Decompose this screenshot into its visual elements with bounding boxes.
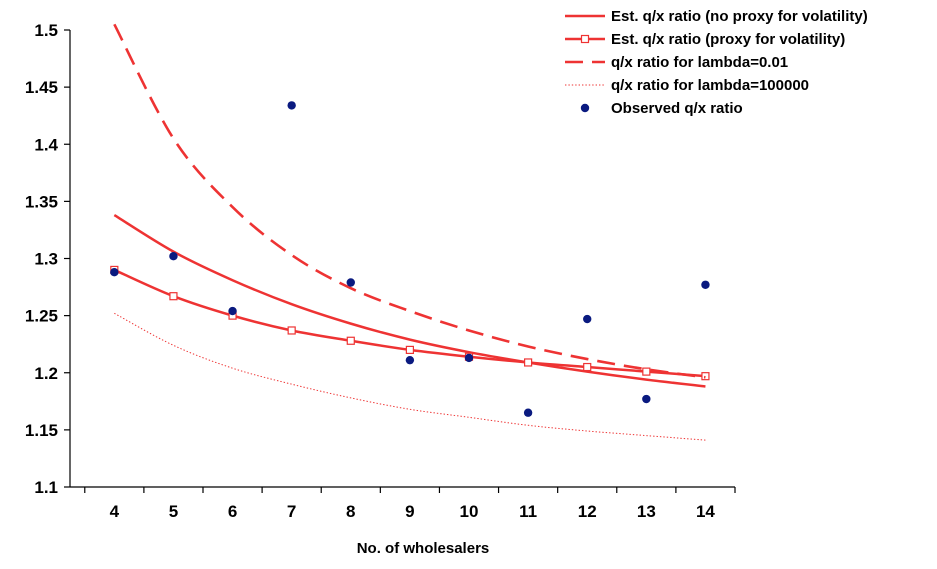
legend-label: q/x ratio for lambda=100000 — [611, 77, 809, 94]
x-tick-label: 13 — [637, 502, 656, 521]
y-tick-label: 1.3 — [34, 250, 58, 269]
series-5 — [110, 101, 710, 417]
observed-point — [464, 353, 474, 363]
observed-point — [523, 408, 533, 417]
square-marker — [524, 358, 533, 367]
x-tick-label: 5 — [169, 502, 178, 521]
observed-point — [110, 268, 119, 277]
x-tick-label: 4 — [110, 502, 120, 521]
x-axis-title: No. of wholesalers — [357, 540, 490, 557]
legend-label: q/x ratio for lambda=0.01 — [611, 54, 788, 71]
x-tick-label: 8 — [346, 502, 355, 521]
observed-point — [701, 280, 710, 289]
legend-marker — [580, 103, 590, 113]
series-line — [113, 214, 706, 388]
observed-point — [642, 394, 651, 404]
x-tick-label: 6 — [228, 502, 237, 521]
y-tick-label: 1.2 — [34, 364, 58, 383]
observed-point — [405, 355, 415, 365]
square-marker — [287, 326, 296, 335]
axes: 1.1 1.15 1.2 1.25 1.3 1.35 1.4 1.45 1.5 4 5 6 7 8 9 10 1… — [25, 21, 736, 521]
observed-point — [583, 314, 592, 324]
x-tick-label: 9 — [405, 502, 414, 521]
square-marker — [346, 336, 355, 345]
series-4 — [114, 312, 706, 441]
observed-point — [287, 101, 296, 110]
series-2 — [110, 265, 710, 381]
square-marker — [642, 367, 651, 376]
square-marker — [405, 345, 414, 354]
x-tick-label: 10 — [460, 502, 479, 521]
x-tick-label: 11 — [519, 502, 537, 521]
observed-point — [346, 278, 355, 287]
y-tick-label: 1.5 — [34, 21, 58, 40]
legend: Est. q/x ratio (no proxy for volatility)… — [565, 8, 868, 117]
legend-label: Observed q/x ratio — [611, 100, 743, 117]
legend-label: Est. q/x ratio (proxy for volatility) — [611, 31, 845, 48]
series-layer — [110, 23, 710, 441]
legend-marker — [580, 34, 590, 44]
x-tick-label: 14 — [696, 502, 715, 521]
x-tick-label: 12 — [578, 502, 597, 521]
series-1 — [113, 214, 706, 388]
y-tick-label: 1.1 — [34, 478, 58, 497]
observed-point — [169, 252, 178, 261]
y-tick-label: 1.4 — [34, 135, 58, 154]
legend-label: Est. q/x ratio (no proxy for volatility) — [611, 8, 868, 25]
x-tick-label: 7 — [287, 502, 296, 521]
series-line — [114, 312, 706, 441]
y-tick-label: 1.15 — [25, 421, 58, 440]
observed-point — [228, 306, 237, 316]
y-tick-label: 1.45 — [25, 78, 58, 97]
square-marker — [583, 362, 592, 372]
y-tick-label: 1.25 — [25, 307, 58, 326]
square-marker — [169, 292, 178, 301]
y-tick-label: 1.35 — [25, 192, 58, 211]
